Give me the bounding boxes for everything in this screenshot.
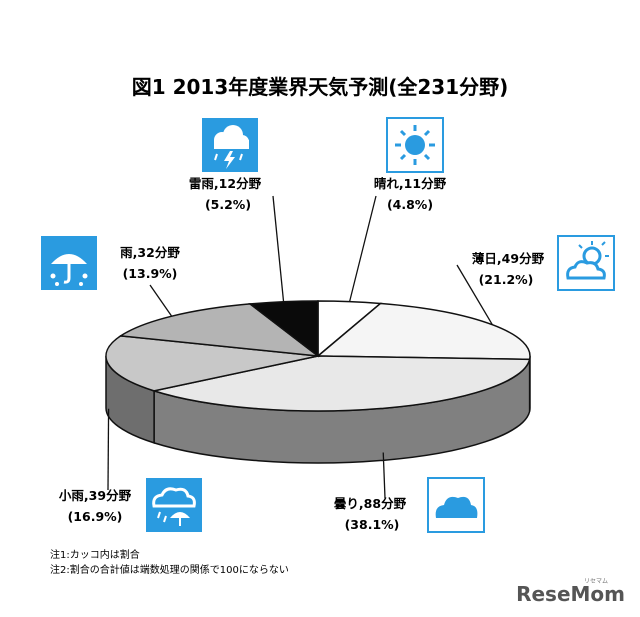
label-sunny-percent: (4.8%)	[387, 197, 433, 212]
label-rain-percent: (13.9%)	[123, 266, 178, 281]
leader-lines	[107, 195, 493, 499]
label-thunder-percent: (5.2%)	[205, 197, 251, 212]
leader-line-曇り	[382, 452, 386, 499]
sun-icon	[386, 117, 444, 173]
label-cloudy-name: 曇り,88分野	[334, 496, 407, 511]
label-drizzle-percent: (16.9%)	[68, 509, 123, 524]
label-thinsun-name: 薄日,49分野	[472, 251, 545, 266]
slice-雷雨	[248, 300, 319, 358]
slice-曇り	[151, 355, 531, 412]
watermark-sub: リセマム	[584, 578, 608, 585]
thunder-cloud-icon	[202, 118, 258, 172]
sun-behind-cloud-icon	[557, 235, 615, 291]
leader-line-小雨	[107, 408, 110, 491]
label-sunny-name: 晴れ,11分野	[374, 176, 447, 191]
cloud-umbrella-icon	[146, 478, 202, 532]
label-thunder-name: 雷雨,12分野	[189, 176, 262, 191]
umbrella-icon	[41, 236, 97, 290]
label-thinsun-percent: (21.2%)	[479, 272, 534, 287]
leader-line-薄日	[456, 264, 493, 326]
label-cloudy-percent: (38.1%)	[345, 517, 400, 532]
cloud-icon	[427, 477, 485, 533]
leader-line-雷雨	[272, 195, 285, 302]
label-drizzle-name: 小雨,39分野	[58, 488, 132, 503]
watermark-logo: ReseMom	[516, 582, 625, 606]
chart-title: 図1 2013年度業界天気予測(全231分野)	[132, 75, 509, 99]
label-rain-name: 雨,32分野	[120, 245, 180, 260]
leader-line-雨	[149, 284, 173, 317]
slice-小雨	[105, 335, 319, 392]
note-2: 注2:割合の合計値は端数処理の関係で100にならない	[50, 563, 289, 576]
slice-薄日	[315, 302, 531, 361]
note-1: 注1:カッコ内は割合	[50, 548, 140, 561]
pie-top-face	[105, 300, 531, 412]
slice-雨	[118, 303, 321, 358]
leader-line-晴れ	[348, 195, 377, 302]
